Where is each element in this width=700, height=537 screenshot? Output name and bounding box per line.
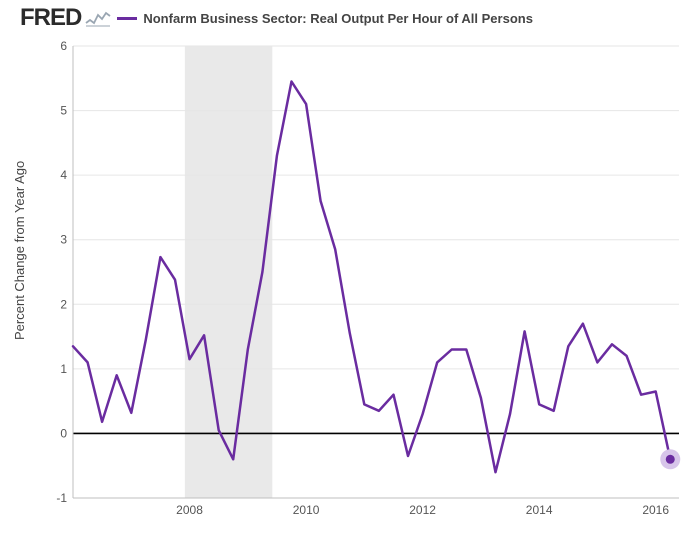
y-tick-label: 2 — [60, 297, 67, 311]
x-tick-label: 2012 — [409, 503, 436, 517]
y-tick-label: 5 — [60, 104, 67, 118]
y-tick-label: -1 — [56, 491, 67, 505]
fred-chart-icon — [85, 9, 111, 27]
y-tick-label: 4 — [60, 168, 67, 182]
end-marker — [666, 455, 675, 464]
x-tick-label: 2016 — [642, 503, 669, 517]
y-tick-label: 0 — [60, 426, 67, 440]
y-tick-label: 3 — [60, 233, 67, 247]
line-chart: -1 0 1 2 3 4 5 6 2008 2010 2012 2014 2016 — [55, 40, 685, 520]
y-tick-label: 6 — [60, 40, 67, 53]
fred-logo: FRED — [20, 4, 111, 32]
x-tick-label: 2008 — [176, 503, 203, 517]
x-tick-label: 2014 — [526, 503, 553, 517]
y-axis-title: Percent Change from Year Ago — [12, 161, 27, 340]
y-tick-label: 1 — [60, 362, 67, 376]
x-tick-label: 2010 — [293, 503, 320, 517]
fred-logo-text: FRED — [20, 4, 81, 32]
recession-band — [185, 46, 272, 498]
series-legend-label: Nonfarm Business Sector: Real Output Per… — [143, 11, 533, 26]
series-line — [73, 82, 670, 473]
legend-swatch — [117, 17, 137, 20]
